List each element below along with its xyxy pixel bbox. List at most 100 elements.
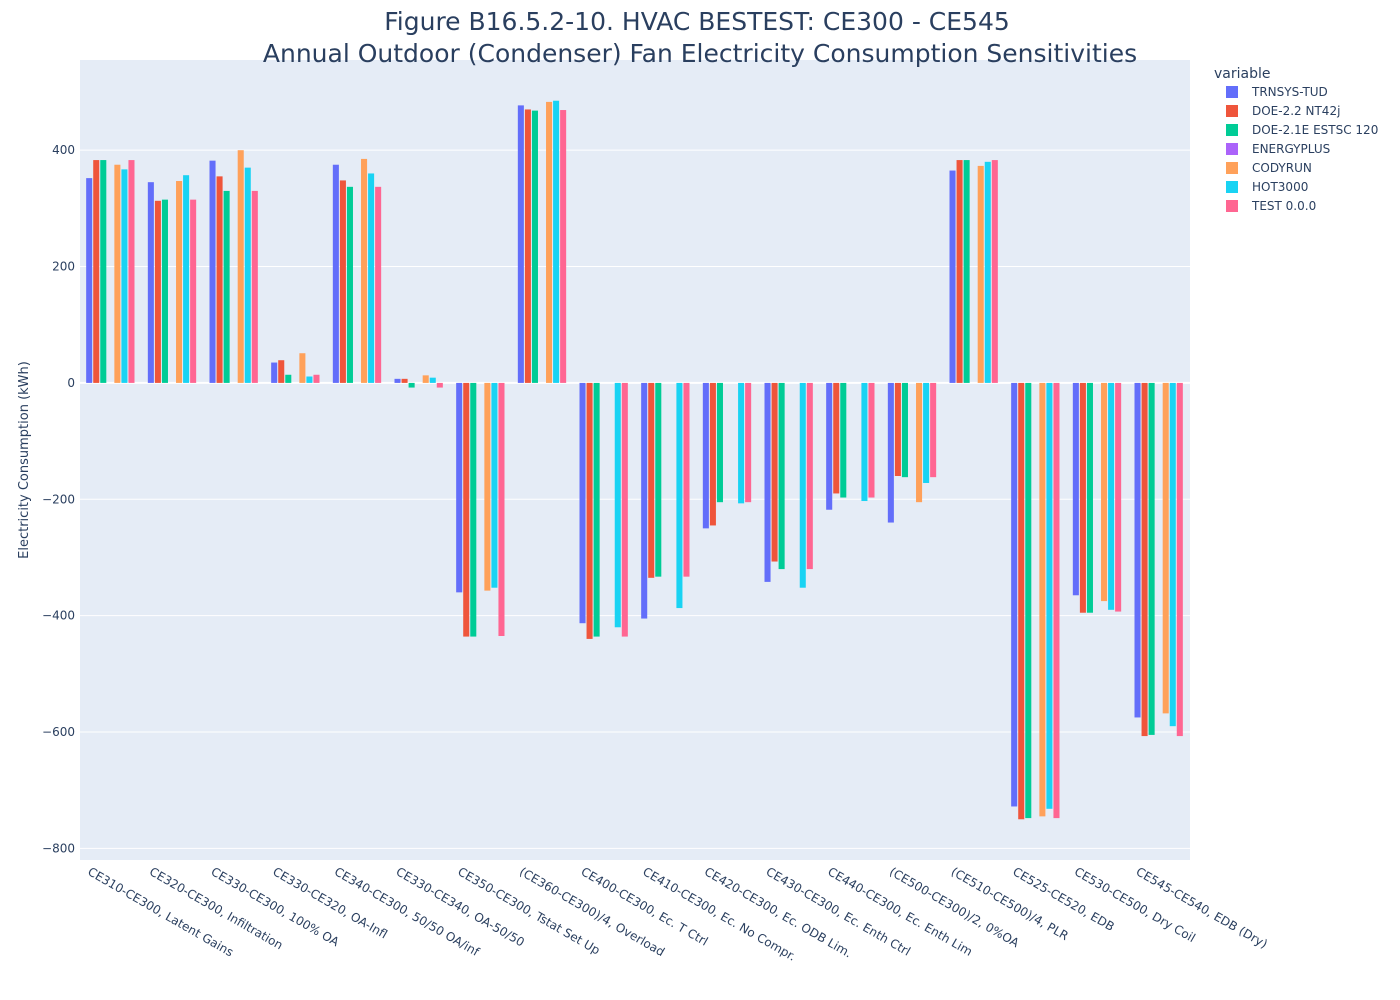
bar[interactable] [332, 164, 339, 383]
bar[interactable] [339, 180, 346, 383]
bar[interactable] [1141, 382, 1148, 737]
bar[interactable] [401, 378, 408, 383]
bar[interactable] [346, 186, 353, 383]
bar[interactable] [190, 199, 197, 383]
bar[interactable] [456, 382, 463, 593]
legend-swatch[interactable] [1226, 124, 1238, 136]
bar[interactable] [963, 160, 970, 383]
bar[interactable] [840, 382, 847, 498]
bar[interactable] [861, 382, 868, 502]
bar[interactable] [1148, 382, 1155, 735]
bar[interactable] [901, 382, 908, 478]
bar[interactable] [868, 382, 875, 498]
bar[interactable] [1134, 382, 1141, 718]
bar[interactable] [491, 382, 498, 588]
bar[interactable] [313, 374, 320, 383]
bar[interactable] [251, 190, 258, 383]
bar[interactable] [470, 382, 477, 637]
legend[interactable]: TRNSYS-TUD DOE-2.2 NT42j DOE-2.1E ESTSC 12… [1226, 85, 1378, 213]
bar[interactable] [648, 382, 655, 578]
bar[interactable] [176, 181, 183, 383]
legend-item-label[interactable]: CODYRUN [1252, 161, 1312, 175]
bar[interactable] [237, 150, 244, 383]
bar[interactable] [702, 382, 709, 529]
legend-swatch[interactable] [1226, 105, 1238, 117]
bar[interactable] [641, 382, 648, 619]
bar[interactable] [299, 353, 306, 383]
bar[interactable] [463, 382, 470, 637]
bar[interactable] [977, 165, 984, 383]
bar[interactable] [1162, 382, 1169, 714]
bar[interactable] [524, 109, 531, 383]
bar[interactable] [1053, 382, 1060, 819]
bar[interactable] [764, 382, 771, 582]
bar[interactable] [799, 382, 806, 588]
bar[interactable] [100, 160, 107, 383]
bar[interactable] [738, 382, 745, 504]
bar[interactable] [826, 382, 833, 510]
bar[interactable] [806, 382, 813, 570]
bar[interactable] [778, 382, 785, 570]
bar[interactable] [1169, 382, 1176, 727]
bar[interactable] [114, 164, 121, 383]
bar[interactable] [368, 173, 375, 383]
bar[interactable] [361, 158, 368, 383]
bar[interactable] [956, 160, 963, 383]
bar[interactable] [154, 200, 161, 383]
bar[interactable] [894, 382, 901, 476]
bar[interactable] [436, 382, 443, 388]
bar[interactable] [271, 362, 278, 383]
bar[interactable] [923, 382, 930, 483]
bar[interactable] [949, 170, 956, 383]
bar[interactable] [984, 161, 991, 383]
bar[interactable] [709, 382, 716, 526]
bar[interactable] [771, 382, 778, 562]
bar[interactable] [484, 382, 491, 591]
bar[interactable] [716, 382, 723, 503]
bar[interactable] [930, 382, 937, 478]
bar[interactable] [93, 160, 100, 383]
bar[interactable] [278, 360, 285, 383]
legend-swatch[interactable] [1226, 86, 1238, 98]
bar[interactable] [683, 382, 690, 577]
bar[interactable] [517, 105, 524, 383]
bar[interactable] [676, 382, 683, 609]
legend-swatch[interactable] [1226, 200, 1238, 212]
bar[interactable] [183, 175, 190, 383]
bar[interactable] [1025, 382, 1032, 819]
bar[interactable] [916, 382, 923, 503]
bar[interactable] [244, 167, 251, 383]
legend-item-label[interactable]: DOE-2.2 NT42j [1252, 104, 1340, 118]
bar[interactable] [531, 110, 538, 383]
bar[interactable] [128, 160, 135, 383]
bar[interactable] [216, 176, 223, 383]
bar[interactable] [1079, 382, 1086, 613]
bar[interactable] [745, 382, 752, 503]
bar[interactable] [1086, 382, 1093, 613]
bar[interactable] [1072, 382, 1079, 596]
bar[interactable] [833, 382, 840, 494]
bar[interactable] [546, 101, 553, 383]
bar[interactable] [394, 378, 401, 383]
bar[interactable] [1115, 382, 1122, 612]
bar[interactable] [621, 382, 628, 637]
legend-item-label[interactable]: TEST 0.0.0 [1251, 199, 1316, 213]
bar[interactable] [579, 382, 586, 624]
bar[interactable] [593, 382, 600, 637]
bar[interactable] [560, 110, 567, 383]
bar[interactable] [1046, 382, 1053, 809]
bar[interactable] [1101, 382, 1108, 602]
bar[interactable] [655, 382, 662, 577]
bar[interactable] [1108, 382, 1115, 610]
bar[interactable] [586, 382, 593, 639]
legend-item-label[interactable]: DOE-2.1E ESTSC 120 [1252, 123, 1378, 137]
bar[interactable] [121, 169, 128, 383]
bar[interactable] [991, 160, 998, 383]
bar[interactable] [422, 375, 429, 383]
bar[interactable] [498, 382, 505, 636]
bar[interactable] [887, 382, 894, 523]
bar[interactable] [429, 377, 436, 383]
legend-swatch[interactable] [1226, 143, 1238, 155]
bar[interactable] [1011, 382, 1018, 807]
legend-swatch[interactable] [1226, 162, 1238, 174]
